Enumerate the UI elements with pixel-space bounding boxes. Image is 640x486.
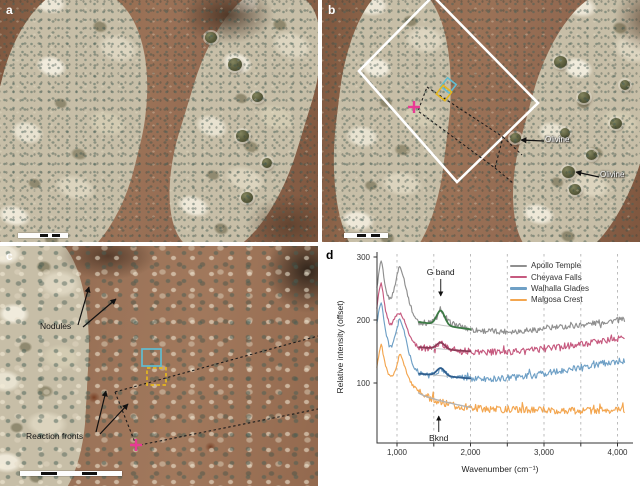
nodules-label: Nodules <box>40 321 72 331</box>
rock-speckle-texture <box>322 0 640 242</box>
olivine-label: Olivine <box>600 170 625 179</box>
legend-swatch <box>510 298 527 301</box>
reaction-front-arrow <box>99 403 129 435</box>
x-axis-label: Wavenumber (cm⁻¹) <box>462 464 539 474</box>
legend-label: Apollo Temple <box>531 261 582 271</box>
fit-apollo-temple <box>418 309 472 331</box>
fit-malgosa-crest <box>417 391 472 409</box>
legend-swatch <box>510 287 527 290</box>
panel-label-a: a <box>6 3 13 17</box>
roi-box-yellow <box>146 367 167 386</box>
nodules-arrow <box>77 286 91 326</box>
dashed-connector-upper <box>114 335 318 393</box>
series-apollo-temple <box>376 260 626 335</box>
scale-bar-segment <box>82 471 97 475</box>
poi-marker-plus <box>130 439 142 451</box>
annotation-bknd: Bknd <box>429 433 449 443</box>
legend-item: Cheyava Falls <box>510 271 589 282</box>
y-axis-label: Relative intensity (offset) <box>335 300 345 393</box>
roi-box-cyan <box>141 348 162 367</box>
dashed-connector-left <box>114 391 137 446</box>
dashed-connector-lower <box>139 408 318 446</box>
dashed-connector-extension <box>494 136 523 184</box>
x-tick-label: 3,000 <box>534 448 555 457</box>
legend-item: Walhalla Glades <box>510 283 589 294</box>
x-tick-label: 2,000 <box>460 448 481 457</box>
panel-c-annotations <box>77 286 318 451</box>
legend-item: Apollo Temple <box>510 260 589 271</box>
fit-cheyava-falls <box>418 341 472 353</box>
scale-bar <box>20 471 122 476</box>
y-tick-label: 200 <box>357 316 371 325</box>
scale-bar-segment <box>52 233 60 237</box>
roi-box-cyan <box>439 76 458 95</box>
x-tick-label: 1,000 <box>387 448 408 457</box>
olivine-label: Olivine <box>545 135 570 144</box>
grid-group <box>396 254 618 443</box>
poi-marker-plus <box>408 101 420 113</box>
panel-b-photo: Olivine Olivine b <box>322 0 640 242</box>
panel-label-d: d <box>326 248 334 262</box>
olivine-arrow <box>575 170 600 178</box>
panel-c-photo: Nodules Reaction fronts c <box>0 246 318 486</box>
x-tick-label: 4,000 <box>607 448 628 457</box>
panel-c-footprint-dashed <box>417 86 504 169</box>
scale-bar-segment <box>41 471 57 475</box>
axes-group: 1,000 2,000 3,000 4,000 100 200 300 <box>357 252 633 457</box>
panel-label-c: c <box>6 249 13 263</box>
y-tick-label: 300 <box>357 253 371 262</box>
legend-label: Walhalla Glades <box>531 283 589 293</box>
annotation-g-band: G band <box>427 267 455 277</box>
scale-bar <box>344 233 388 238</box>
legend-label: Cheyava Falls <box>531 272 582 282</box>
scale-bar <box>18 233 68 238</box>
olivine-arrow <box>520 137 545 144</box>
chart-legend: Apollo Temple Cheyava Falls Walhalla Glade… <box>510 260 589 306</box>
annotation-group: G band Bknd <box>427 267 455 443</box>
series-cheyava-falls <box>376 282 625 356</box>
fits-group <box>417 309 472 409</box>
axis-spines <box>376 252 633 444</box>
scale-bar-segment <box>357 233 366 238</box>
reaction-fronts-label: Reaction fronts <box>26 431 84 441</box>
fit-walhalla-glades <box>418 367 472 380</box>
rock-speckle-texture <box>0 0 318 242</box>
panel-a-photo: a <box>0 0 318 242</box>
panel-label-b: b <box>328 3 336 17</box>
panel-d-chart: d 1,000 2,000 3,000 4,000 100 200 300 G band Bk… <box>322 246 640 486</box>
panel-b-annotations <box>357 0 600 184</box>
roi-box-yellow <box>435 84 453 102</box>
series-group <box>376 260 626 415</box>
series-walhalla-glades <box>376 302 626 383</box>
legend-item: Malgosa Crest <box>510 294 589 305</box>
legend-swatch <box>510 275 527 279</box>
y-tick-label: 100 <box>357 379 371 388</box>
reaction-front-arrow <box>95 390 108 433</box>
series-malgosa-crest <box>376 343 626 415</box>
scale-bar-segment <box>371 233 380 238</box>
legend-label: Malgosa Crest <box>531 295 583 305</box>
scale-bar-segment <box>40 233 48 237</box>
nodules-arrow <box>82 298 117 328</box>
legend-swatch <box>510 264 527 267</box>
raman-chart: 1,000 2,000 3,000 4,000 100 200 300 G band Bknd… <box>335 252 633 474</box>
watson-fov-outline <box>357 0 540 184</box>
